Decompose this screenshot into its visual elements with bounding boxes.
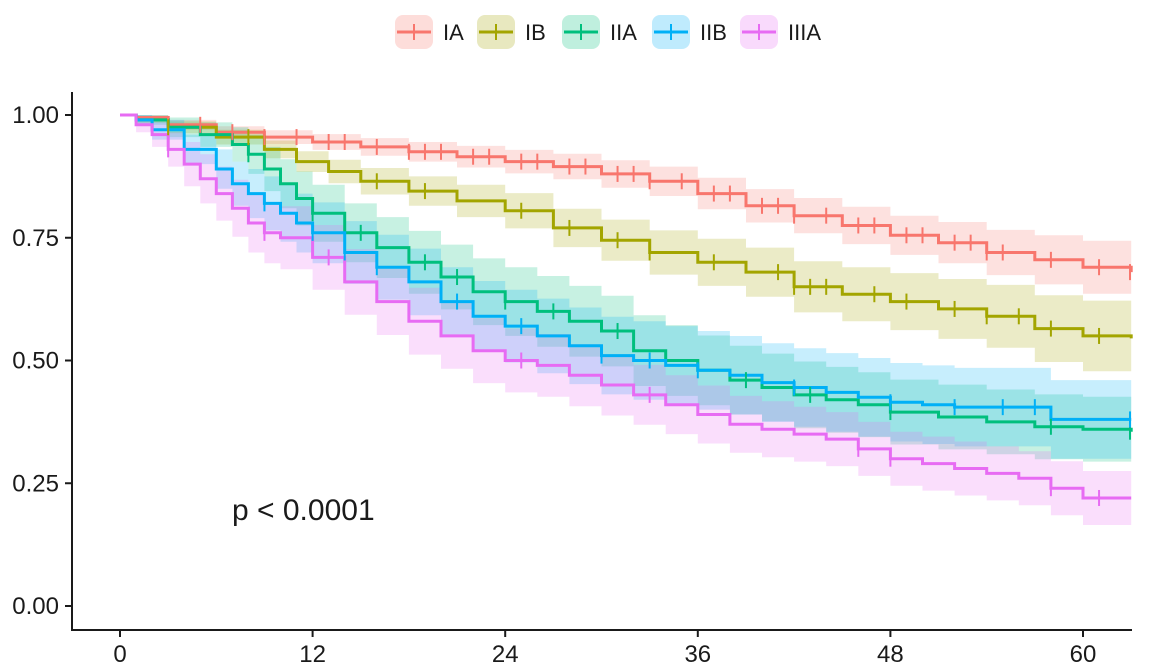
legend-label: IIA [610,20,637,45]
y-tick-label: 0.00 [12,593,59,620]
x-tick-label: 12 [299,641,326,668]
x-tick-label: 48 [877,641,904,668]
legend-label: IIIA [788,20,821,45]
legend-item-ib: IB [477,15,546,49]
confidence-band-iia [120,115,1132,465]
legend-item-iib: IIB [652,15,727,49]
x-tick-label: 0 [113,641,126,668]
y-tick-label: 1.00 [12,102,59,129]
confidence-bands [120,115,1132,525]
legend-item-iiia: IIIA [740,15,821,49]
p-value-annotation: p < 0.0001 [232,494,375,527]
x-tick-label: 60 [1070,641,1097,668]
legend-label: IA [443,20,464,45]
x-tick-label: 36 [684,641,711,668]
y-tick-label: 0.25 [12,470,59,497]
y-tick-label: 0.50 [12,348,59,375]
confidence-band-iiia [120,115,1132,525]
legend-label: IB [525,20,546,45]
x-tick-label: 24 [492,641,519,668]
censor-marks [167,116,1131,506]
legend: IA IB IIA IIB IIIA [395,15,821,49]
legend-label: IIB [700,20,727,45]
confidence-band-iib [120,115,1132,459]
ticks: 0 12 24 36 48 60 0.00 0.25 0.50 0.75 1.00 [12,102,1096,668]
y-tick-label: 0.75 [12,225,59,252]
legend-item-ia: IA [395,15,464,49]
survival-curve-iiia [120,113,1132,500]
legend-item-iia: IIA [562,15,637,49]
